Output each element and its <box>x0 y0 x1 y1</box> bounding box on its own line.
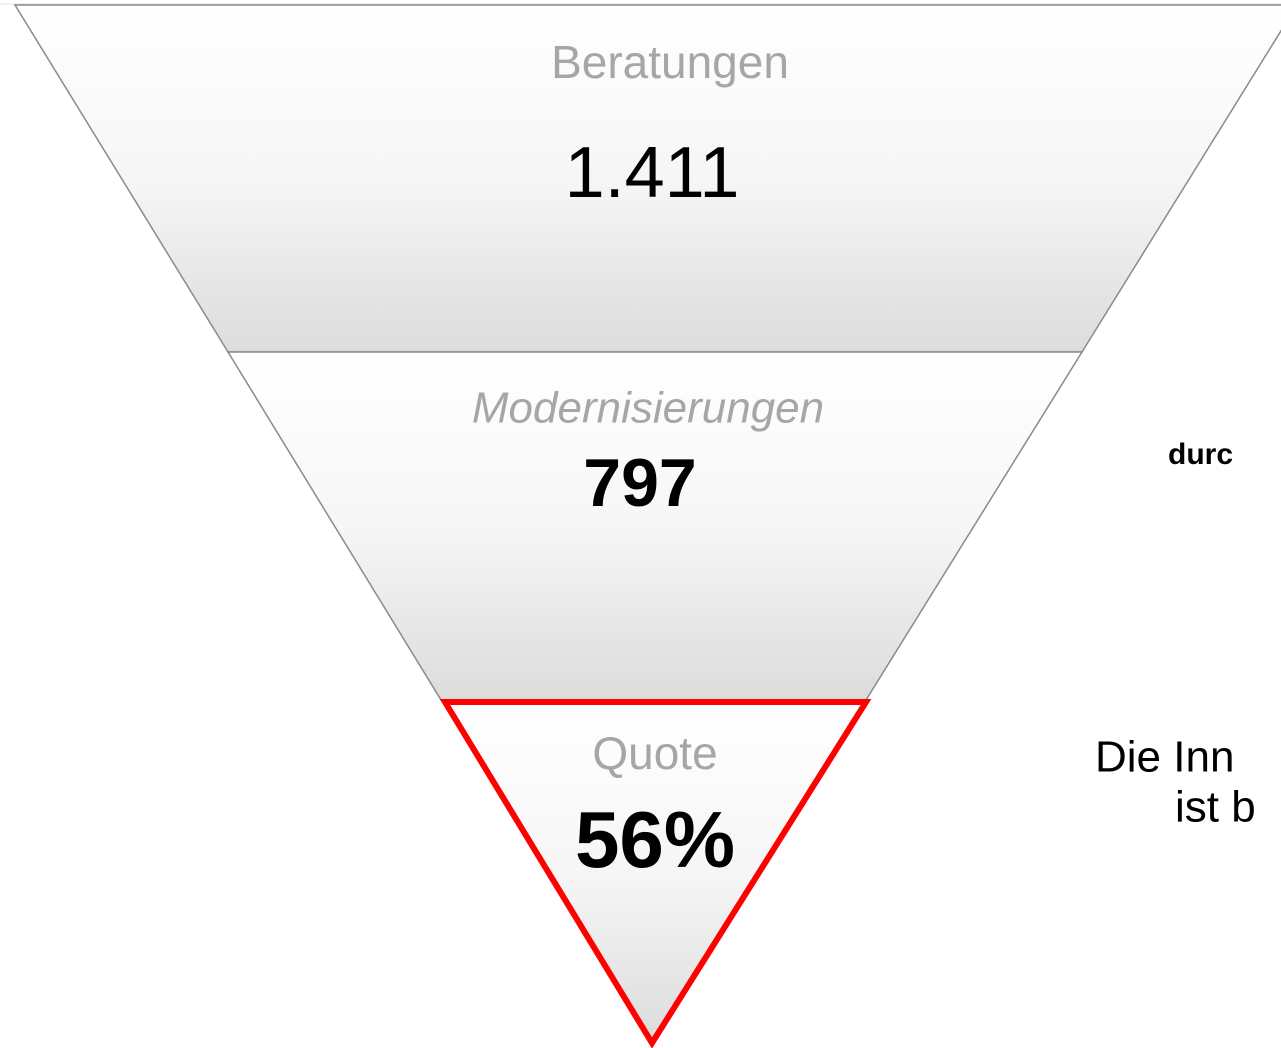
side-text: ist b <box>1175 783 1256 832</box>
section-label: Quote <box>592 727 717 779</box>
section-label: Modernisierungen <box>472 384 824 433</box>
section-label: Beratungen <box>551 36 789 88</box>
side-text: Die Inn <box>1095 733 1234 782</box>
funnel-bottom <box>439 699 872 1048</box>
section-value: 56% <box>575 795 735 884</box>
section-value: 1.411 <box>565 133 740 213</box>
section-value: 797 <box>583 445 696 521</box>
side-text: durc <box>1168 438 1233 471</box>
